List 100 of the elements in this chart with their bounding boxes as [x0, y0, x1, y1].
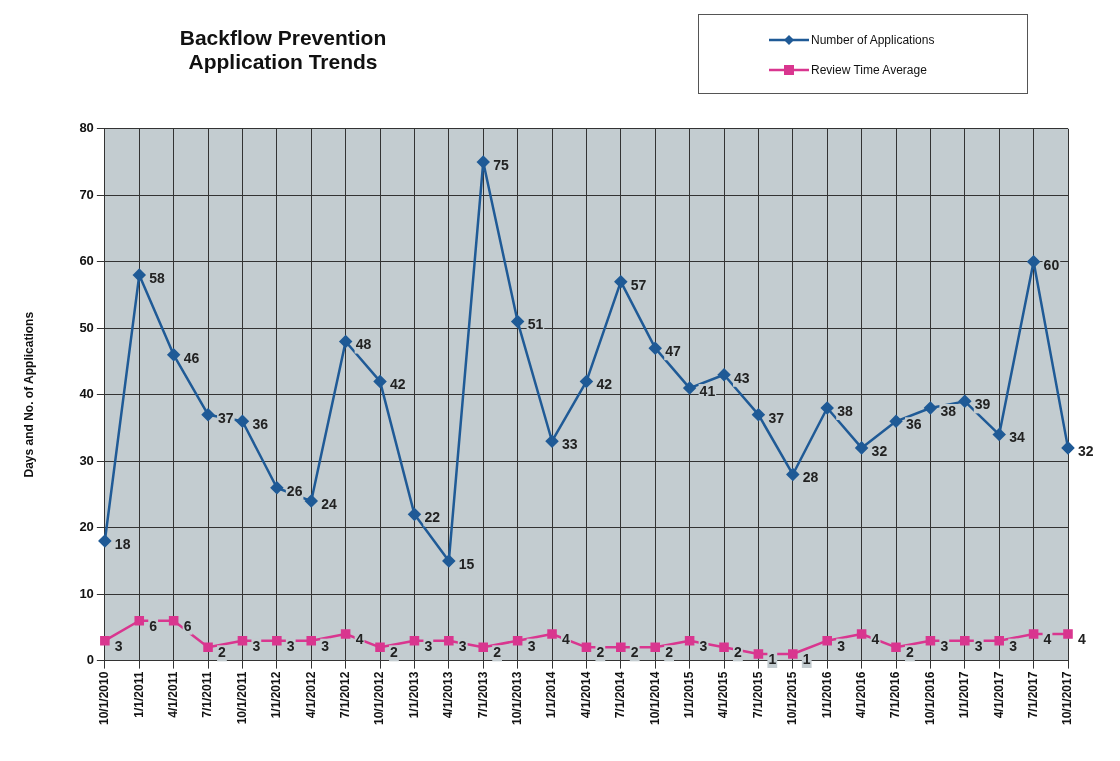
data-label: 58: [149, 269, 166, 286]
x-tick-label: 10/1/2015: [785, 671, 800, 726]
point: [409, 635, 420, 646]
x-tick-label: 7/1/2012: [337, 671, 352, 719]
point: [856, 629, 867, 639]
data-label: 4: [355, 630, 364, 647]
data-label: 41: [699, 382, 716, 399]
data-label: 3: [837, 637, 846, 654]
data-label: 3: [286, 637, 295, 654]
point: [408, 508, 421, 521]
x-tick-label: 4/1/2014: [578, 671, 593, 719]
data-label: 3: [252, 637, 261, 654]
point: [855, 441, 868, 455]
data-label: 4: [562, 630, 571, 647]
point: [614, 275, 628, 288]
data-label: 2: [734, 644, 743, 661]
point: [305, 494, 318, 508]
point: [753, 649, 764, 659]
y-tick-label: 60: [79, 253, 94, 269]
x-tick-label: 7/1/2013: [475, 671, 490, 719]
x-tick-label: 7/1/2011: [200, 671, 215, 718]
data-label: 1: [802, 650, 811, 667]
data-label: 18: [114, 535, 131, 552]
x-tick-label: 10/1/2014: [647, 671, 662, 726]
point: [616, 642, 626, 653]
x-tick-label: 1/1/2011: [131, 671, 146, 718]
point: [960, 635, 970, 646]
data-label: 43: [734, 369, 750, 386]
data-label: 51: [527, 316, 544, 333]
data-label: 36: [906, 416, 922, 433]
point: [476, 155, 490, 169]
data-label: 3: [114, 637, 123, 654]
y-tick-label: 40: [79, 386, 94, 402]
x-tick-label: 4/1/2017: [991, 671, 1006, 719]
data-label: 32: [1078, 442, 1094, 459]
y-tick-label: 10: [79, 585, 94, 601]
data-label: 3: [1009, 637, 1018, 654]
data-label: 6: [183, 617, 192, 634]
data-label: 2: [493, 644, 502, 661]
x-tick-label: 1/1/2017: [957, 671, 972, 719]
data-label: 75: [493, 156, 510, 173]
point: [719, 642, 729, 653]
data-label: 24: [321, 495, 338, 512]
point: [752, 408, 765, 421]
legend-label: Review Time Average: [811, 63, 927, 77]
point: [512, 635, 523, 646]
data-label: 3: [974, 637, 983, 654]
data-label: 3: [424, 637, 433, 654]
data-label: 38: [940, 402, 957, 419]
y-tick-label: 70: [79, 186, 94, 202]
point: [100, 635, 110, 646]
data-label: 28: [802, 469, 819, 486]
data-label: 4: [1078, 630, 1086, 647]
data-label: 22: [424, 509, 441, 526]
point: [648, 341, 662, 355]
x-tick-label: 4/1/2015: [716, 671, 731, 719]
point: [203, 642, 213, 653]
data-label: 32: [871, 442, 888, 459]
point: [786, 468, 800, 481]
y-axis-title: Days and No. of Applications: [21, 311, 36, 478]
chart-title: Backflow Prevention Application Trends: [178, 26, 388, 74]
data-label: 42: [596, 376, 613, 393]
point: [684, 635, 695, 646]
data-label: 48: [355, 336, 372, 353]
data-label: 2: [218, 644, 227, 661]
x-tick-label: 4/1/2013: [441, 671, 456, 719]
data-label: 60: [1043, 256, 1060, 273]
point: [373, 375, 387, 388]
point: [1028, 629, 1039, 639]
x-tick-label: 10/1/2012: [372, 671, 387, 726]
y-tick-label: 30: [79, 452, 94, 468]
x-tick-label: 10/1/2016: [922, 671, 937, 726]
x-tick-label: 10/1/2010: [97, 671, 112, 726]
x-tick-label: 7/1/2016: [888, 671, 903, 719]
data-label: 4: [1043, 630, 1052, 647]
x-tick-label: 1/1/2015: [681, 671, 696, 719]
x-tick-label: 1/1/2016: [819, 671, 834, 719]
point: [958, 395, 972, 408]
point: [683, 381, 696, 395]
data-label: 2: [596, 644, 605, 661]
point: [167, 348, 180, 362]
y-tick-label: 0: [86, 652, 94, 668]
data-label: 3: [321, 637, 330, 654]
point: [992, 428, 1006, 441]
point: [994, 635, 1004, 646]
point: [306, 635, 317, 646]
x-tick-label: 4/1/2011: [165, 671, 180, 718]
x-tick-label: 10/1/2011: [234, 671, 249, 725]
point: [889, 415, 903, 428]
point: [1027, 255, 1040, 268]
point: [1061, 441, 1075, 455]
data-label: 42: [390, 376, 406, 393]
point: [375, 642, 385, 653]
point: [820, 401, 834, 415]
point: [201, 408, 215, 421]
point: [891, 642, 901, 653]
point: [924, 401, 937, 415]
x-tick-label: 10/1/2013: [509, 671, 524, 726]
x-tick-label: 7/1/2015: [750, 671, 765, 719]
point: [581, 642, 592, 653]
